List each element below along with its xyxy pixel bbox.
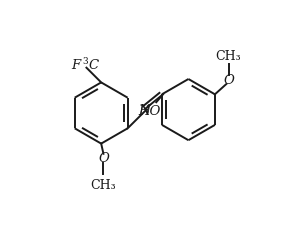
Text: N: N — [138, 103, 150, 117]
Text: O: O — [98, 151, 109, 164]
Text: C: C — [88, 59, 98, 72]
Text: 3: 3 — [82, 57, 88, 66]
Text: CH₃: CH₃ — [91, 178, 116, 191]
Text: F: F — [71, 59, 81, 72]
Text: CH₃: CH₃ — [216, 50, 241, 63]
Text: O: O — [223, 74, 234, 87]
Text: HO: HO — [138, 104, 161, 117]
